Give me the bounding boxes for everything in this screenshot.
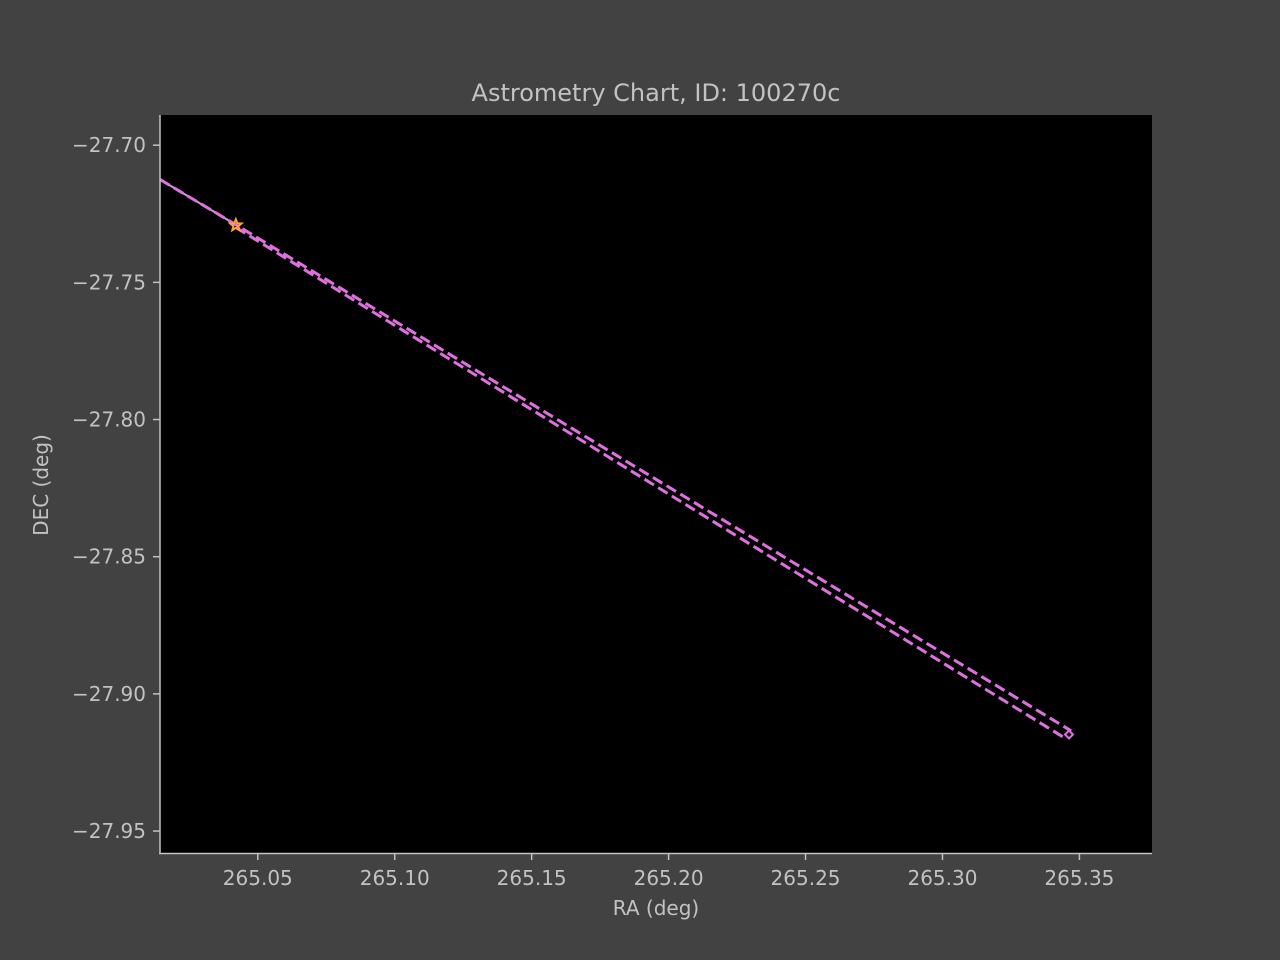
x-tick-label: 265.30: [907, 866, 977, 890]
y-ticks: −27.70 −27.75 −27.80 −27.85 −27.90 −27.95: [72, 133, 160, 843]
series-line-2: [159, 178, 1072, 733]
star-marker-1: [227, 216, 245, 233]
chart-title: Astrometry Chart, ID: 100270c: [472, 79, 841, 107]
x-tick-label: 265.35: [1044, 866, 1114, 890]
x-ticks: 265.05 265.10 265.15 265.20 265.25 265.30 265.…: [223, 853, 1114, 890]
x-tick-label: 265.25: [771, 866, 841, 890]
x-tick-label: 265.10: [360, 866, 430, 890]
y-tick-label: −27.90: [72, 682, 146, 706]
y-tick-label: −27.70: [72, 133, 146, 157]
series-line-3: [235, 226, 1066, 740]
plot-area: [160, 115, 1152, 853]
marker-layer: [227, 216, 1075, 740]
x-axis-label: RA (deg): [613, 896, 699, 920]
y-tick-label: −27.75: [72, 270, 146, 294]
y-axis-label: DEC (deg): [29, 434, 53, 536]
diamond-marker-2: [1063, 729, 1075, 740]
x-tick-label: 265.20: [634, 866, 704, 890]
series-layer: [159, 178, 1072, 740]
y-tick-label: −27.85: [72, 545, 146, 569]
y-tick-label: −27.80: [72, 408, 146, 432]
x-tick-label: 265.15: [497, 866, 567, 890]
y-tick-label: −27.95: [72, 819, 146, 843]
x-tick-label: 265.05: [223, 866, 293, 890]
